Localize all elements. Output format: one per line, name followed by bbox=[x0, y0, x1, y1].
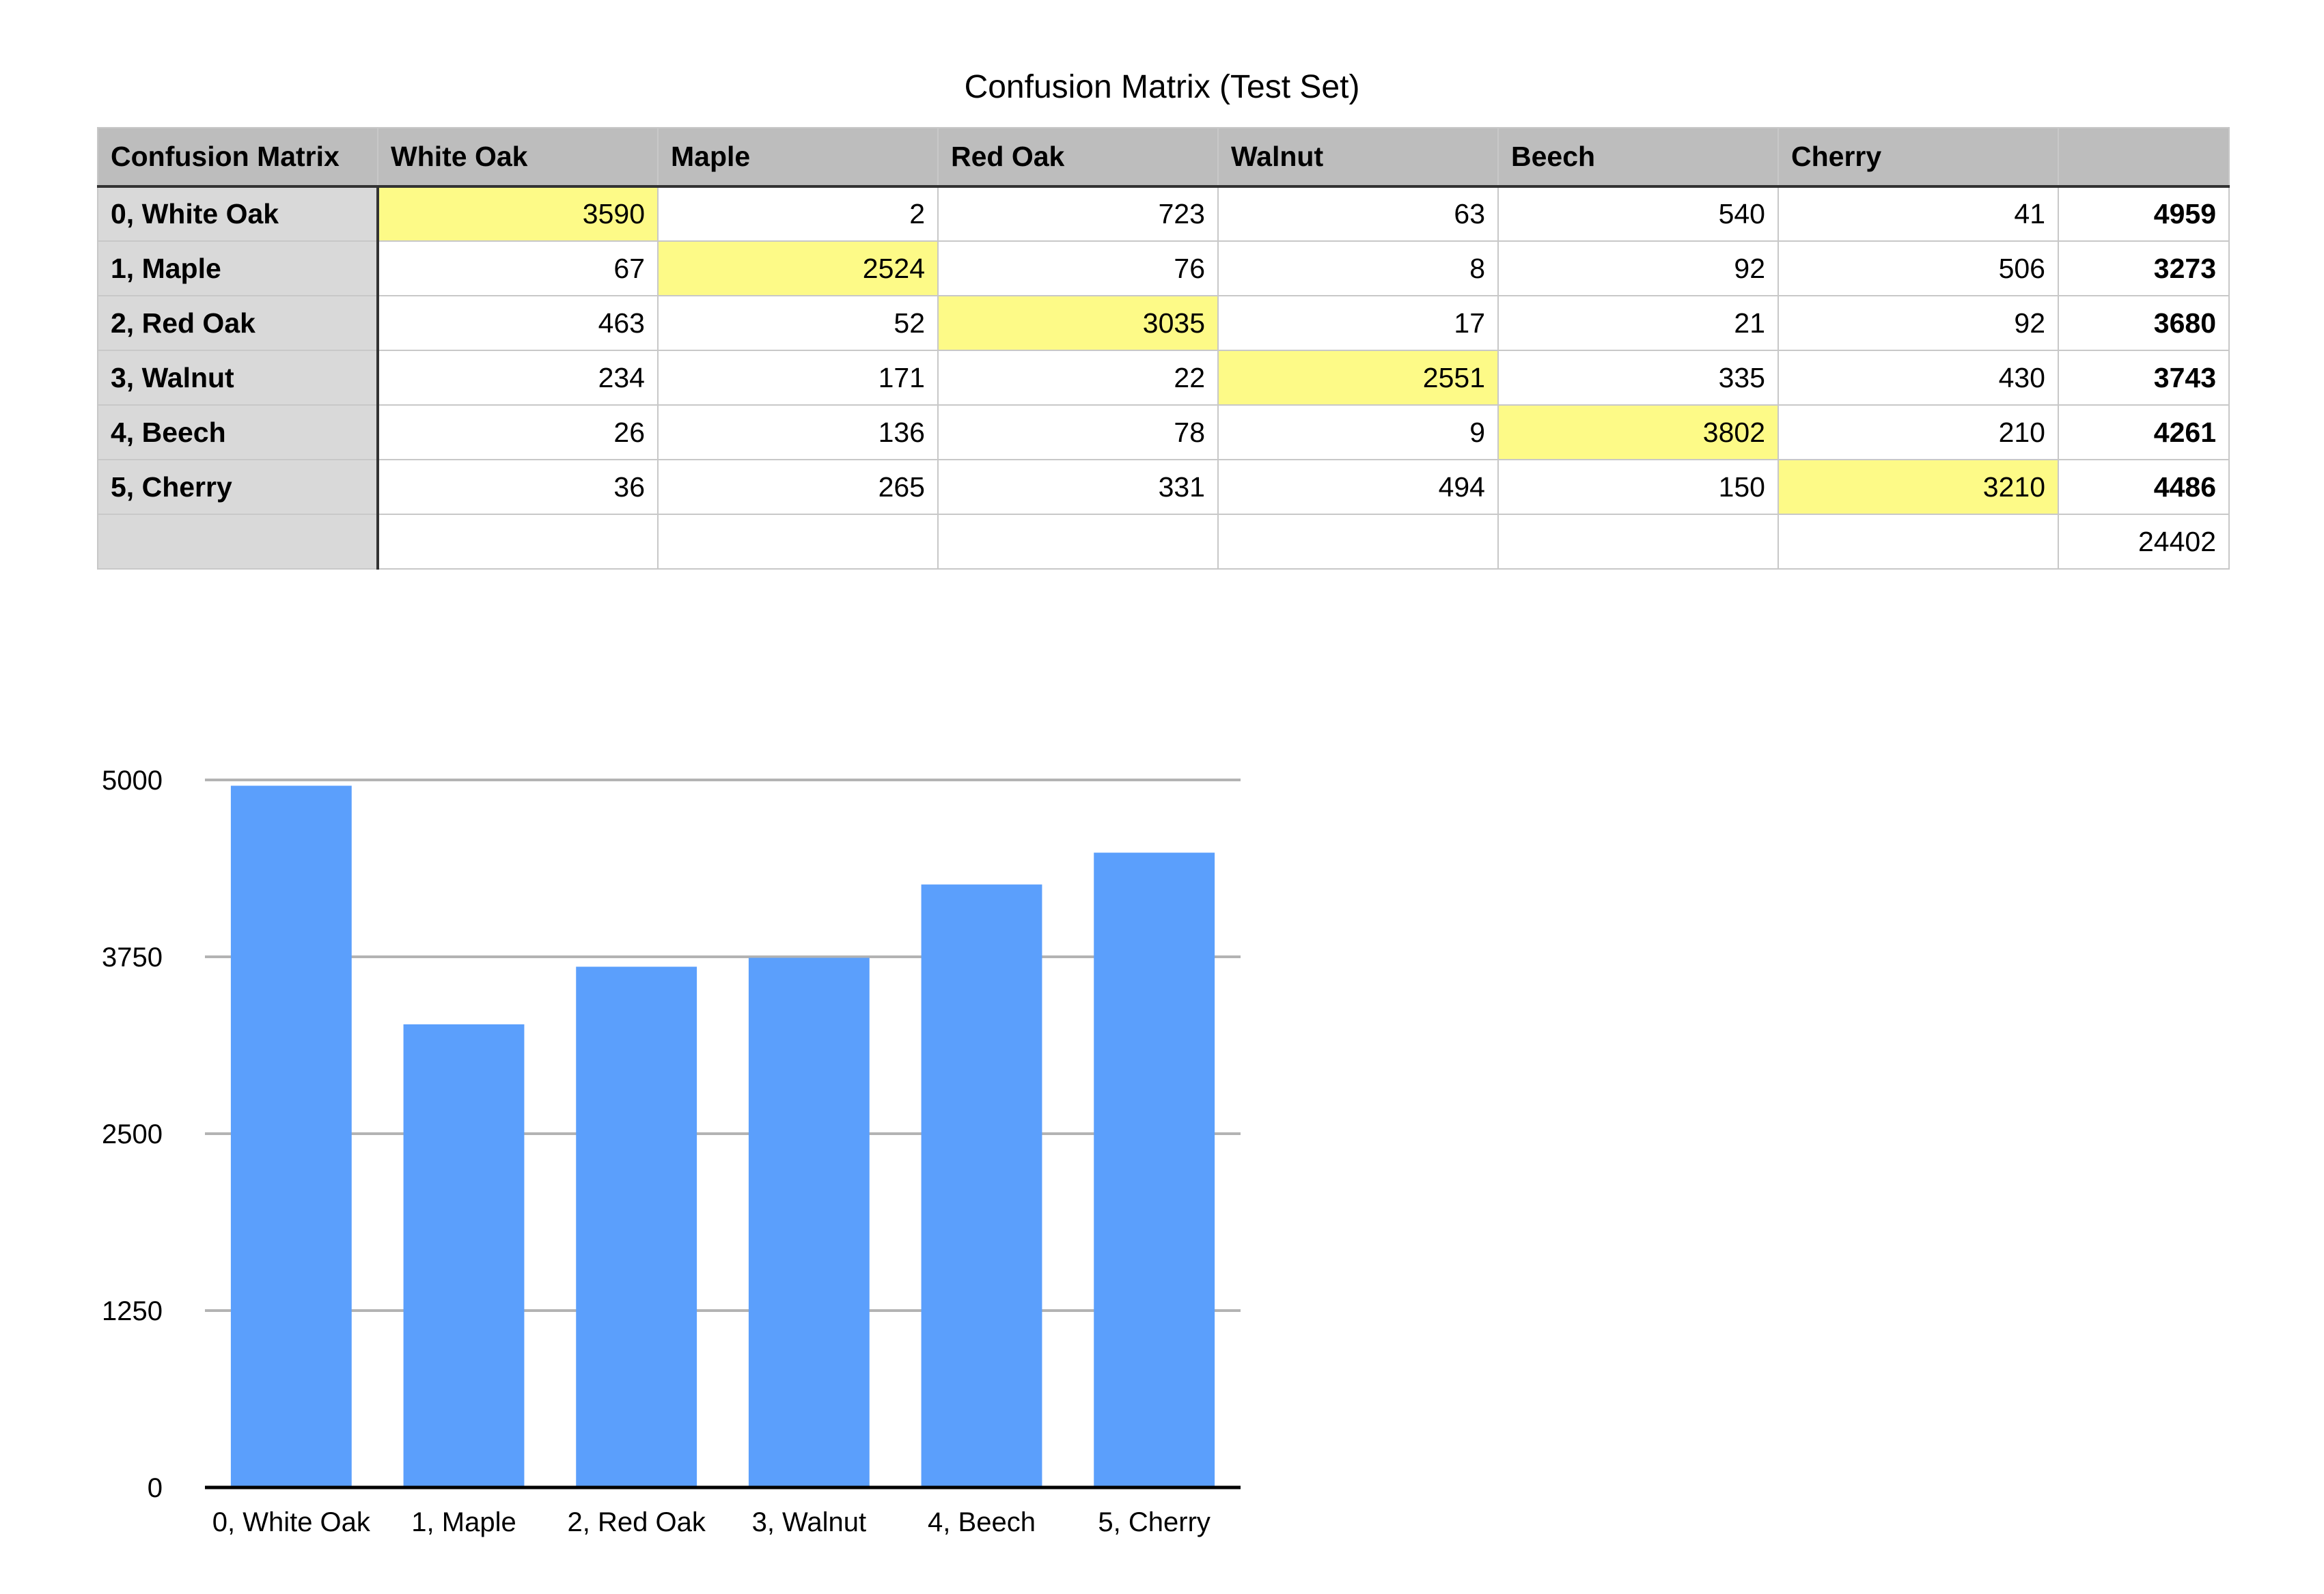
matrix-cell-diagonal: 3035 bbox=[938, 296, 1218, 350]
row-header: 0, White Oak bbox=[98, 186, 378, 241]
table-row-grand-total: 24402 bbox=[98, 514, 2229, 569]
matrix-cell: 78 bbox=[938, 405, 1218, 460]
matrix-cell: 331 bbox=[938, 460, 1218, 514]
matrix-cell: 265 bbox=[658, 460, 938, 514]
y-tick-label: 2500 bbox=[102, 1119, 163, 1149]
y-tick-label: 0 bbox=[148, 1473, 163, 1503]
matrix-cell: 234 bbox=[378, 350, 658, 405]
grand-total: 24402 bbox=[2058, 514, 2229, 569]
matrix-cell: 136 bbox=[658, 405, 938, 460]
gridlines bbox=[205, 780, 1241, 1311]
row-header: 1, Maple bbox=[98, 241, 378, 296]
x-tick-label: 0, White Oak bbox=[212, 1507, 371, 1537]
matrix-cell-diagonal: 3590 bbox=[378, 186, 658, 241]
matrix-cell-empty bbox=[658, 514, 938, 569]
column-header: Maple bbox=[658, 128, 938, 186]
matrix-cell: 540 bbox=[1498, 186, 1778, 241]
x-tick-label: 1, Maple bbox=[411, 1507, 516, 1537]
bar bbox=[1094, 853, 1215, 1487]
matrix-cell: 67 bbox=[378, 241, 658, 296]
matrix-cell-diagonal: 2524 bbox=[658, 241, 938, 296]
matrix-cell: 430 bbox=[1778, 350, 2058, 405]
table-row: 0, White Oak 3590 2 723 63 540 41 4959 bbox=[98, 186, 2229, 241]
matrix-cell-empty bbox=[1218, 514, 1498, 569]
matrix-cell-empty bbox=[1498, 514, 1778, 569]
table-header-row: Confusion Matrix White Oak Maple Red Oak… bbox=[98, 128, 2229, 186]
column-header: Walnut bbox=[1218, 128, 1498, 186]
column-header: White Oak bbox=[378, 128, 658, 186]
corner-header: Confusion Matrix bbox=[98, 128, 378, 186]
matrix-cell: 506 bbox=[1778, 241, 2058, 296]
matrix-cell-diagonal: 3802 bbox=[1498, 405, 1778, 460]
y-tick-label: 1250 bbox=[102, 1296, 163, 1326]
column-header: Cherry bbox=[1778, 128, 2058, 186]
matrix-cell: 171 bbox=[658, 350, 938, 405]
matrix-cell-diagonal: 3210 bbox=[1778, 460, 2058, 514]
matrix-cell-empty bbox=[938, 514, 1218, 569]
table-title: Confusion Matrix (Test Set) bbox=[0, 66, 2324, 109]
bar bbox=[231, 785, 352, 1487]
y-tick-label: 3750 bbox=[102, 942, 163, 973]
matrix-cell: 2 bbox=[658, 186, 938, 241]
matrix-cell: 36 bbox=[378, 460, 658, 514]
bar bbox=[576, 967, 697, 1487]
matrix-cell: 463 bbox=[378, 296, 658, 350]
row-total: 3680 bbox=[2058, 296, 2229, 350]
row-total: 4486 bbox=[2058, 460, 2229, 514]
matrix-cell: 494 bbox=[1218, 460, 1498, 514]
row-total: 4959 bbox=[2058, 186, 2229, 241]
matrix-cell: 52 bbox=[658, 296, 938, 350]
matrix-cell: 63 bbox=[1218, 186, 1498, 241]
confusion-matrix-table: Confusion Matrix White Oak Maple Red Oak… bbox=[97, 127, 2230, 570]
bar bbox=[404, 1024, 525, 1487]
matrix-cell: 210 bbox=[1778, 405, 2058, 460]
table-row: 5, Cherry 36 265 331 494 150 3210 4486 bbox=[98, 460, 2229, 514]
x-tick-label: 3, Walnut bbox=[752, 1507, 866, 1537]
matrix-cell: 26 bbox=[378, 405, 658, 460]
x-tick-label: 2, Red Oak bbox=[568, 1507, 706, 1537]
row-total: 3743 bbox=[2058, 350, 2229, 405]
matrix-cell: 76 bbox=[938, 241, 1218, 296]
y-tick-label: 5000 bbox=[102, 766, 163, 796]
bar bbox=[922, 884, 1042, 1487]
row-header: 3, Walnut bbox=[98, 350, 378, 405]
matrix-cell: 723 bbox=[938, 186, 1218, 241]
row-header-empty bbox=[98, 514, 378, 569]
column-header: Beech bbox=[1498, 128, 1778, 186]
bar bbox=[749, 957, 870, 1487]
row-total: 3273 bbox=[2058, 241, 2229, 296]
row-header: 4, Beech bbox=[98, 405, 378, 460]
table-row: 2, Red Oak 463 52 3035 17 21 92 3680 bbox=[98, 296, 2229, 350]
bar-chart: 0 1250 2500 3750 5000 0, White Oak 1, Maple 2, … bbox=[0, 710, 1298, 1594]
matrix-cell: 21 bbox=[1498, 296, 1778, 350]
x-tick-label: 5, Cherry bbox=[1098, 1507, 1211, 1537]
column-header-total bbox=[2058, 128, 2229, 186]
row-header: 5, Cherry bbox=[98, 460, 378, 514]
matrix-cell-empty bbox=[1778, 514, 2058, 569]
row-header: 2, Red Oak bbox=[98, 296, 378, 350]
column-header: Red Oak bbox=[938, 128, 1218, 186]
matrix-cell-diagonal: 2551 bbox=[1218, 350, 1498, 405]
bars bbox=[231, 785, 1215, 1487]
matrix-cell: 41 bbox=[1778, 186, 2058, 241]
table-row: 1, Maple 67 2524 76 8 92 506 3273 bbox=[98, 241, 2229, 296]
table-row: 3, Walnut 234 171 22 2551 335 430 3743 bbox=[98, 350, 2229, 405]
x-tick-label: 4, Beech bbox=[928, 1507, 1036, 1537]
matrix-cell: 9 bbox=[1218, 405, 1498, 460]
matrix-cell: 92 bbox=[1498, 241, 1778, 296]
matrix-cell: 150 bbox=[1498, 460, 1778, 514]
table-row: 4, Beech 26 136 78 9 3802 210 4261 bbox=[98, 405, 2229, 460]
matrix-cell: 92 bbox=[1778, 296, 2058, 350]
row-total: 4261 bbox=[2058, 405, 2229, 460]
matrix-cell: 8 bbox=[1218, 241, 1498, 296]
matrix-cell: 22 bbox=[938, 350, 1218, 405]
matrix-cell-empty bbox=[378, 514, 658, 569]
matrix-cell: 17 bbox=[1218, 296, 1498, 350]
matrix-cell: 335 bbox=[1498, 350, 1778, 405]
